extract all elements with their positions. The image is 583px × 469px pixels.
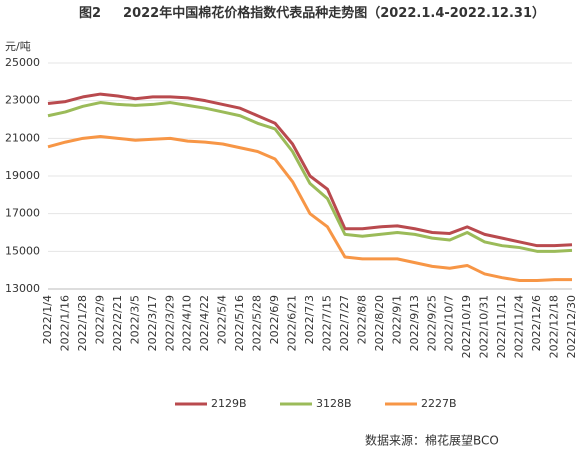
x-tick-label: 2022/10/19	[460, 295, 473, 358]
legend-label: 3128B	[316, 397, 352, 410]
x-tick-label: 2022/9/1	[390, 295, 403, 344]
x-tick-label: 2022/11/12	[495, 295, 508, 358]
legend-label: 2227B	[421, 397, 457, 410]
x-tick-label: 2022/10/31	[478, 295, 491, 358]
y-tick-label: 21000	[5, 131, 40, 144]
legend-label: 2129B	[211, 397, 247, 410]
x-tick-label: 2022/4/10	[181, 295, 194, 351]
x-tick-label: 2022/5/28	[251, 295, 264, 351]
x-tick-label: 2022/1/16	[58, 295, 71, 351]
x-tick-label: 2022/3/5	[128, 295, 141, 344]
x-tick-label: 2022/1/28	[76, 295, 89, 351]
x-tick-label: 2022/3/17	[146, 295, 159, 351]
x-tick-label: 2022/5/4	[216, 295, 229, 344]
x-tick-label: 2022/11/24	[513, 295, 526, 358]
x-tick-label: 2022/7/27	[338, 295, 351, 351]
series-line	[47, 134, 572, 283]
figure-label: 图2	[78, 6, 102, 21]
y-tick-label: 23000	[5, 94, 40, 107]
y-tick-label: 17000	[5, 207, 40, 220]
series-line	[47, 101, 573, 253]
x-tick-label: 2022/1/4	[41, 295, 54, 344]
x-tick-label: 2022/2/21	[111, 295, 124, 351]
x-tick-label: 2022/12/30	[565, 295, 578, 358]
x-tick-label: 2022/8/8	[355, 295, 368, 344]
y-unit: 元/吨	[5, 40, 31, 53]
x-tick-label: 2022/9/25	[425, 295, 438, 351]
x-tick-label: 2022/8/20	[373, 295, 386, 351]
x-tick-label: 2022/10/7	[443, 295, 456, 351]
y-tick-label: 19000	[5, 169, 40, 182]
x-tick-label: 2022/6/9	[268, 295, 281, 344]
x-tick-label: 2022/12/18	[548, 295, 561, 358]
y-tick-label: 25000	[5, 56, 40, 69]
x-tick-label: 2022/6/21	[286, 295, 299, 351]
x-tick-label: 2022/2/9	[93, 295, 106, 344]
chart-title-block: 图2 2022年中国棉花价格指数代表品种走势图（2022.1.4-2022.12.…	[62, 4, 562, 24]
x-tick-label: 2022/4/22	[198, 295, 211, 351]
x-tick-label: 2022/9/13	[408, 295, 421, 351]
series-line	[47, 92, 573, 248]
x-tick-label: 2022/7/15	[320, 295, 333, 351]
x-tick-label: 2022/7/3	[303, 295, 316, 344]
y-tick-label: 13000	[5, 282, 40, 295]
source-note: 数据来源：棉花展望BCO	[365, 433, 499, 448]
chart-title: 2022年中国棉花价格指数代表品种走势图（2022.1.4-2022.12.31…	[123, 6, 545, 21]
x-tick-label: 2022/5/16	[233, 295, 246, 351]
x-tick-label: 2022/12/6	[530, 295, 543, 351]
x-tick-label: 2022/3/29	[163, 295, 176, 351]
y-tick-label: 15000	[5, 244, 40, 257]
